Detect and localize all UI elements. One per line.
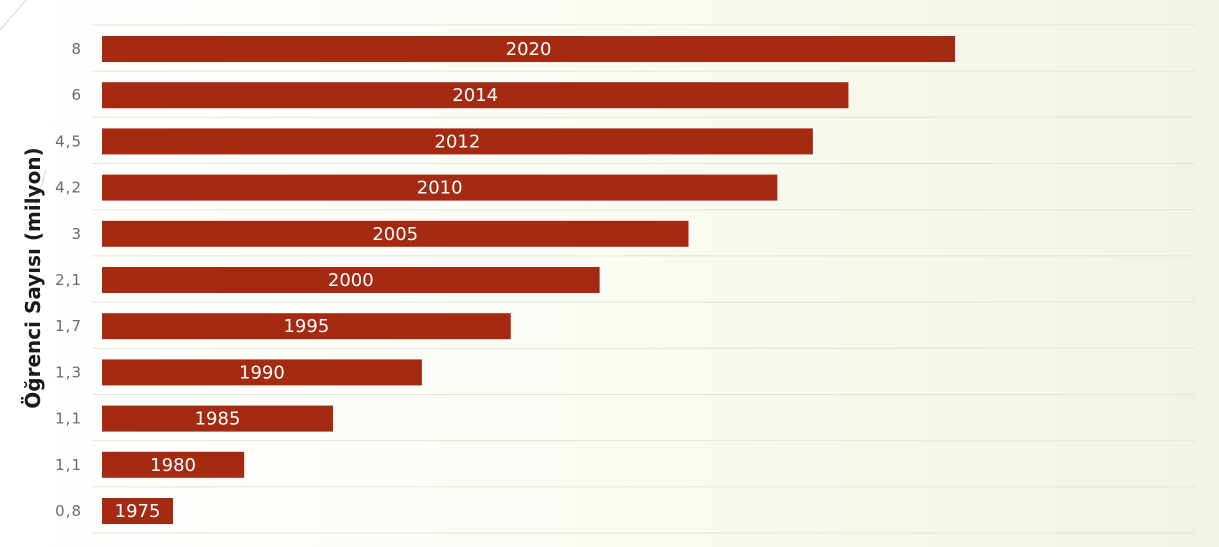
y-tick-label: 1,1	[55, 410, 82, 428]
corner-decoration	[0, 0, 27, 31]
bar-label: 2010	[417, 178, 463, 199]
bar-label: 2020	[506, 39, 552, 60]
y-tick-label: 4,2	[55, 179, 82, 197]
y-tick-label: 1,7	[55, 317, 82, 335]
bar	[102, 267, 600, 293]
bar-label: 1995	[283, 316, 329, 337]
y-tick-label: 0,8	[55, 502, 82, 520]
bar	[102, 220, 689, 247]
bar	[102, 451, 245, 478]
bar	[102, 36, 956, 62]
y-tick-label: 3	[71, 225, 82, 243]
bar	[102, 405, 334, 432]
bar-label: 2014	[452, 85, 498, 106]
bar-label: 1980	[150, 455, 196, 476]
bar	[102, 313, 511, 340]
gridlines	[92, 24, 1195, 534]
y-tick-labels: 8 6 4,5 4,2 3 2,1 1,7 1,3 1,1 1,1 0,8	[55, 40, 82, 520]
y-tick-label: 1,1	[55, 456, 82, 474]
bar	[102, 174, 778, 201]
y-tick-label: 6	[71, 86, 82, 104]
bar-label: 1985	[195, 409, 241, 430]
bar-label: 1990	[239, 362, 285, 383]
bar	[102, 128, 813, 155]
bar-label: 2005	[372, 224, 418, 245]
y-axis-title: Öğrenci Sayısı (milyon)	[21, 147, 45, 408]
y-tick-label: 1,3	[55, 363, 82, 381]
bar-label: 1975	[115, 501, 161, 522]
bar-label: 2000	[328, 270, 374, 291]
bar	[102, 359, 422, 386]
y-tick-label: 4,5	[55, 132, 82, 150]
corner-decoration-2	[33, 169, 47, 211]
bar	[102, 498, 174, 524]
y-tick-label: 2,1	[55, 271, 82, 289]
bar	[102, 82, 849, 109]
bar-label: 2012	[435, 131, 481, 152]
bars: 2020 2014 2012 2010 2005 2000 1995 1990 1985 1980…	[102, 36, 956, 524]
y-tick-label: 8	[71, 40, 82, 58]
